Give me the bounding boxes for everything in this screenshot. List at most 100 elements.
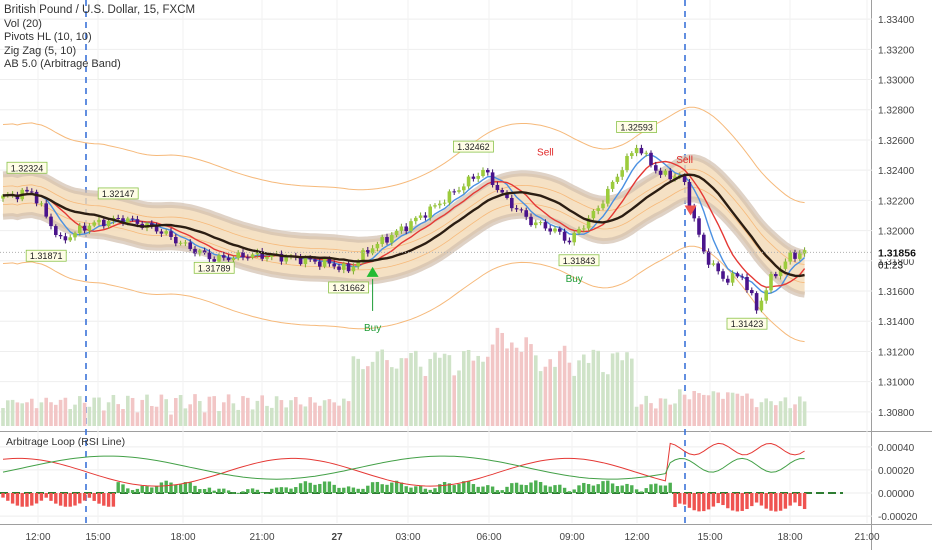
- oscillator-bar: [82, 493, 87, 501]
- pivot-label: 1.32462: [457, 142, 490, 152]
- candle-body: [596, 208, 600, 211]
- volume-bar: [193, 394, 197, 426]
- legend-zigzag[interactable]: Zig Zag (5, 10): [4, 44, 77, 57]
- candle-body: [692, 207, 696, 219]
- volume-bar: [798, 396, 802, 426]
- candle-body: [462, 186, 466, 191]
- candle-body: [25, 189, 29, 192]
- volume-bar: [116, 404, 120, 426]
- candle-body: [361, 250, 365, 262]
- pivot-label: 1.32593: [620, 122, 653, 132]
- candle-body: [327, 258, 332, 264]
- oscillator-bar: [721, 493, 725, 506]
- volume-bar: [414, 350, 418, 426]
- candle-body: [625, 155, 629, 171]
- candle-body: [375, 243, 380, 249]
- volume-bar: [567, 362, 572, 426]
- candle-body: [510, 197, 514, 209]
- oscillator-bar: [250, 488, 255, 493]
- volume-bar: [668, 404, 672, 426]
- candle-body: [270, 254, 274, 257]
- outer-band-upper: [2, 106, 805, 204]
- candle-body: [567, 240, 572, 243]
- volume-bar: [366, 366, 370, 426]
- volume-bar: [466, 349, 471, 426]
- volume-bar: [606, 374, 610, 426]
- oscillator-bar: [198, 489, 202, 493]
- volume-bar: [740, 395, 744, 426]
- oscillator-bar: [735, 493, 740, 512]
- oscillator-bar: [466, 480, 471, 493]
- candle-body: [73, 233, 77, 238]
- oscillator-bar: [668, 482, 672, 493]
- oscillator-bar: [418, 485, 423, 493]
- candle-body: [116, 218, 120, 220]
- oscillator-bar: [10, 493, 15, 504]
- candle-body: [342, 263, 346, 270]
- candle-body: [644, 152, 648, 154]
- candle-body: [582, 228, 586, 230]
- volume-bar: [802, 401, 807, 426]
- volume-bar: [558, 350, 562, 426]
- volume-bar: [778, 401, 783, 426]
- oscillator-bar: [428, 489, 432, 493]
- candle-body: [154, 225, 159, 232]
- volume-bar: [500, 332, 504, 426]
- candle-body: [558, 228, 562, 232]
- oscillator-bar: [500, 490, 504, 493]
- candle-body: [769, 274, 773, 291]
- oscillator-bar: [294, 487, 298, 493]
- oscillator-bar: [370, 482, 375, 493]
- oscillator-bar: [164, 480, 168, 493]
- candle-body: [481, 169, 485, 177]
- oscillator-bar: [586, 484, 591, 493]
- volume-bar: [159, 394, 164, 426]
- oscillator-bar: [73, 493, 77, 506]
- candle-body: [318, 261, 322, 267]
- volume-bar: [586, 362, 591, 426]
- oscillator-bar: [783, 493, 788, 509]
- volume-bar: [212, 396, 216, 426]
- price-tick-label: 1.33400: [878, 15, 915, 26]
- pivot-label: 1.31423: [731, 319, 764, 329]
- legend-pivots[interactable]: Pivots HL (10, 10): [4, 31, 92, 43]
- volume-bar: [524, 337, 528, 426]
- volume-bar: [735, 393, 740, 426]
- candle-body: [572, 232, 576, 243]
- volume-bar: [490, 344, 495, 426]
- time-tick-label: 15:00: [697, 532, 722, 543]
- candle-body: [380, 237, 384, 244]
- oscillator-bar: [625, 483, 629, 493]
- volume-bar: [44, 397, 48, 426]
- candle-body: [399, 226, 404, 231]
- candle-body: [754, 293, 759, 311]
- osc-tick-label: -0.00020: [878, 512, 918, 523]
- oscillator-bar: [30, 493, 34, 506]
- volume-bar: [106, 402, 111, 426]
- volume-bar: [303, 406, 308, 426]
- chart-legend: British Pound / U.S. Dollar, 15, FXCM Vo…: [4, 4, 195, 72]
- candle-body: [188, 242, 192, 249]
- oscillator-bar: [711, 493, 716, 507]
- oscillator-bar: [380, 484, 384, 493]
- legend-volume[interactable]: Vol (20): [4, 17, 42, 30]
- volume-bar: [697, 393, 701, 426]
- candle-body: [500, 189, 504, 193]
- volume-bar: [361, 369, 365, 426]
- oscillator-bar: [399, 482, 404, 493]
- legend-arbitrage-band[interactable]: AB 5.0 (Arbitrage Band): [4, 58, 121, 70]
- volume-bar: [92, 397, 96, 426]
- volume-bar: [486, 356, 490, 426]
- volume-bar: [183, 408, 188, 426]
- volume-bar: [543, 366, 548, 426]
- candle-body: [217, 255, 221, 262]
- volume-bar: [409, 352, 413, 426]
- volume-bar: [20, 403, 24, 426]
- oscillator-bar: [178, 484, 183, 493]
- oscillator-bar: [298, 483, 303, 493]
- oscillator-bar: [385, 484, 389, 493]
- candle-body: [198, 250, 202, 254]
- candle-body: [231, 258, 236, 261]
- candle-body: [356, 261, 360, 267]
